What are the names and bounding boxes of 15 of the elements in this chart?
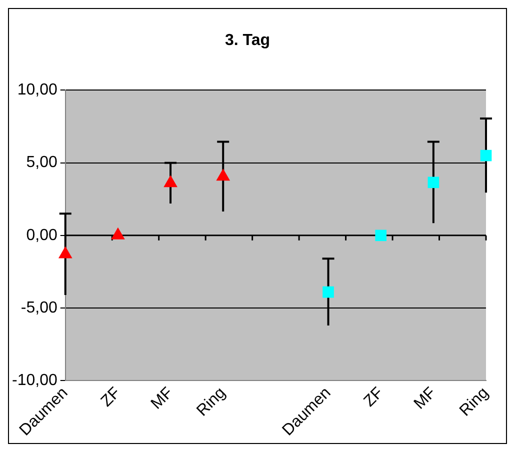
y-tick-label: 0,00 bbox=[26, 226, 58, 244]
y-tick-label: -10,00 bbox=[12, 372, 58, 390]
x-tick-label: ZF bbox=[98, 384, 124, 410]
y-tick-label: 10,00 bbox=[17, 82, 58, 99]
chart-title: 3. Tag bbox=[224, 32, 270, 50]
point bbox=[164, 175, 178, 188]
x-tick-label: MF bbox=[148, 384, 177, 413]
y-tick-label: 5,00 bbox=[26, 154, 58, 172]
x-tick-label: ZF bbox=[360, 384, 387, 410]
point bbox=[375, 230, 386, 242]
point bbox=[322, 286, 334, 298]
point bbox=[216, 168, 230, 181]
y-tick-label: -5,00 bbox=[20, 299, 58, 316]
x-tick-label: MF bbox=[411, 384, 440, 413]
point bbox=[111, 227, 125, 240]
